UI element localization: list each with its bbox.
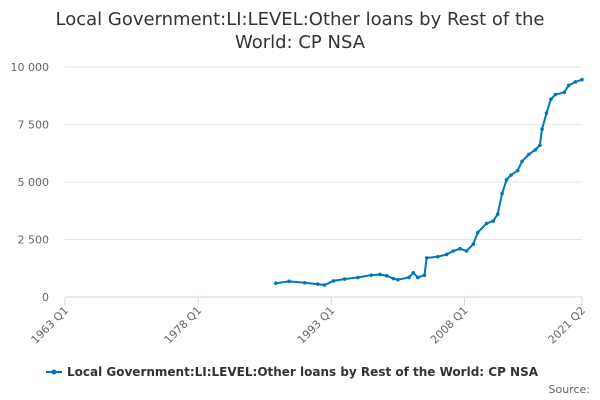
data-point	[416, 275, 420, 280]
y-tick-label: 7 500	[18, 119, 50, 132]
data-point	[526, 152, 531, 157]
data-point	[544, 111, 549, 115]
x-tick-label: 1978 Q1	[162, 304, 205, 347]
legend-marker	[51, 369, 57, 375]
data-point	[302, 280, 307, 285]
data-point	[331, 279, 336, 283]
data-point	[287, 279, 291, 284]
chart-title: Local Government:LI:LEVEL:Other loans by…	[55, 9, 545, 53]
data-point	[435, 254, 440, 259]
data-point	[553, 92, 558, 97]
data-point	[500, 191, 504, 196]
data-point	[342, 277, 347, 281]
data-point	[407, 275, 411, 280]
data-point	[391, 276, 396, 281]
data-point	[411, 271, 416, 275]
source-label: Source:	[549, 383, 591, 396]
legend-label: Local Government:LI:LEVEL:Other loans by…	[67, 365, 539, 379]
data-point	[538, 143, 542, 147]
series-line	[275, 78, 583, 287]
data-point	[504, 177, 509, 182]
data-point	[424, 256, 429, 260]
data-point	[491, 219, 496, 223]
data-point	[422, 273, 427, 277]
data-point	[458, 246, 462, 251]
data-point	[378, 272, 382, 277]
y-tick-label: 10 000	[11, 61, 50, 74]
data-point	[540, 127, 544, 131]
y-tick-label: 0	[42, 291, 49, 304]
data-point	[484, 221, 489, 226]
x-tick-label: 2021 Q2	[546, 304, 589, 347]
data-point	[495, 212, 500, 216]
data-point	[520, 159, 524, 164]
data-point	[273, 281, 278, 286]
data-point	[471, 242, 476, 246]
data-point	[384, 274, 389, 278]
x-tick-label: 1963 Q1	[29, 304, 72, 347]
x-tick-label: 1993 Q1	[295, 304, 338, 347]
data-point	[573, 80, 578, 84]
data-point	[566, 83, 571, 88]
y-tick-label: 5 000	[18, 176, 50, 189]
data-point	[356, 275, 360, 280]
data-point	[509, 173, 513, 177]
data-point	[533, 148, 538, 152]
data-point	[475, 230, 480, 235]
data-point	[369, 273, 374, 277]
data-point	[316, 282, 320, 286]
data-point	[549, 97, 553, 101]
data-point	[464, 249, 469, 253]
data-point	[322, 283, 327, 287]
data-point	[562, 90, 567, 95]
data-point	[451, 249, 456, 253]
data-point	[444, 252, 449, 257]
x-tick-label: 2008 Q1	[428, 304, 471, 347]
y-tick-label: 2 500	[18, 234, 50, 247]
data-point	[515, 168, 520, 173]
data-point	[396, 277, 400, 282]
data-point	[580, 77, 584, 82]
